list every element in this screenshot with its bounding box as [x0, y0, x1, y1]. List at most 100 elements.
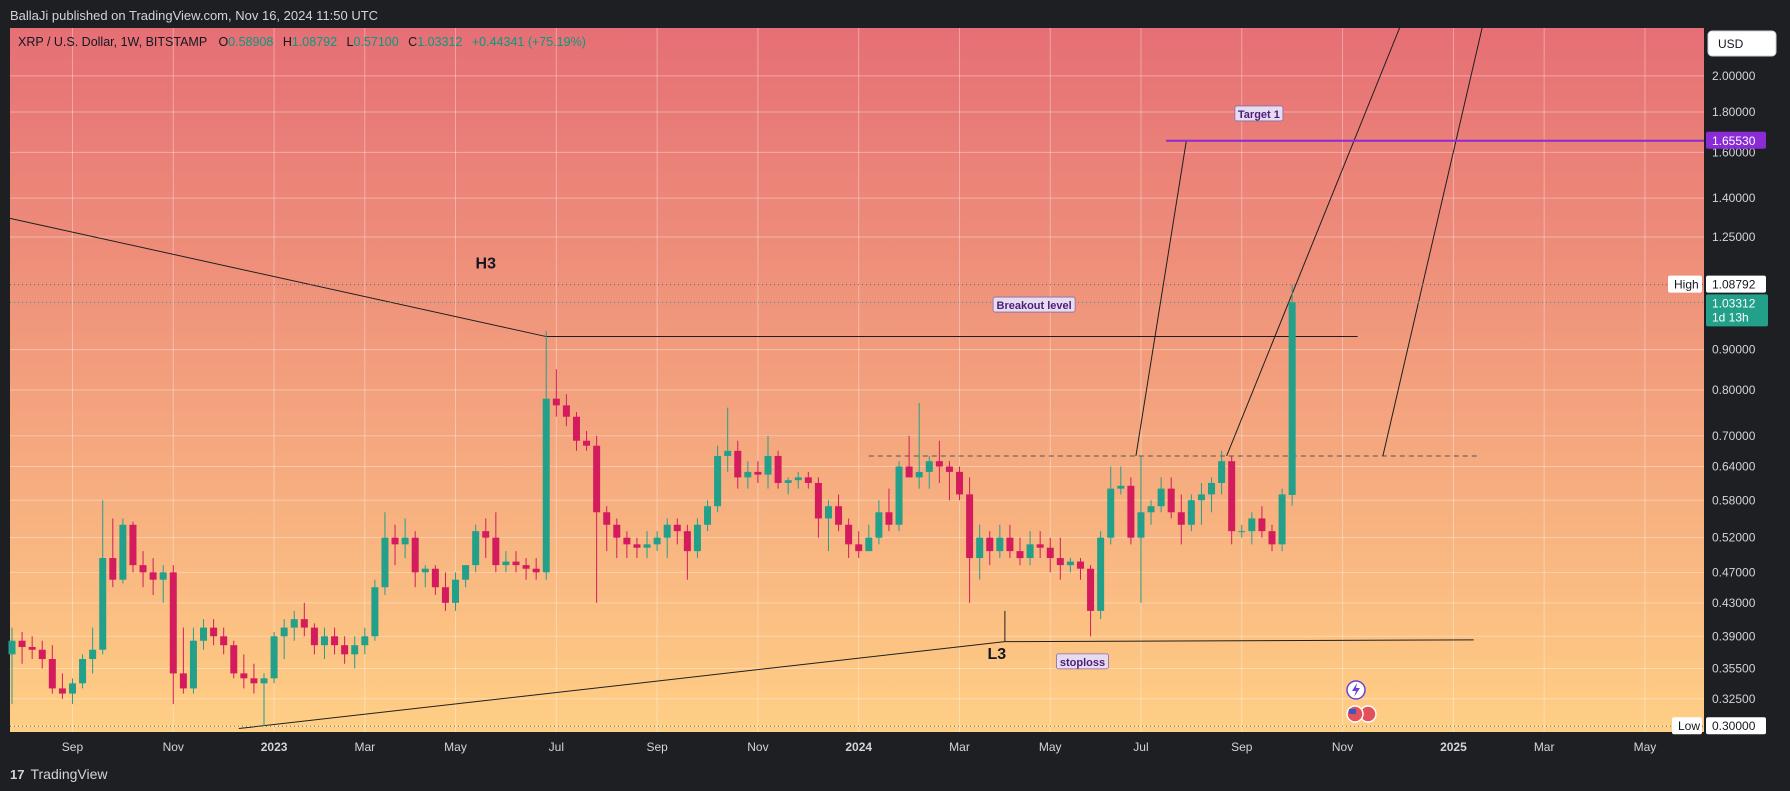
candle-body[interactable]	[401, 537, 409, 545]
candle-body[interactable]	[48, 659, 56, 689]
candle-body[interactable]	[462, 565, 470, 580]
candle-body[interactable]	[633, 544, 641, 548]
candle-body[interactable]	[1248, 518, 1256, 532]
candle-body[interactable]	[673, 524, 681, 532]
candle-body[interactable]	[38, 649, 46, 660]
candle-body[interactable]	[976, 537, 984, 559]
candle-body[interactable]	[210, 627, 218, 637]
candle-body[interactable]	[79, 659, 87, 684]
candle-body[interactable]	[905, 466, 913, 478]
candle-body[interactable]	[1238, 531, 1246, 533]
candle-body[interactable]	[1016, 551, 1024, 559]
candle-body[interactable]	[139, 565, 147, 573]
candle-body[interactable]	[603, 512, 611, 525]
candle-body[interactable]	[683, 531, 691, 552]
candle-body[interactable]	[1107, 488, 1115, 538]
price-chart[interactable]: 0.30000 0.32500 0.35500 0.39000 0.43000 0.470…	[0, 28, 1790, 760]
candle-body[interactable]	[472, 531, 480, 566]
candle-body[interactable]	[1288, 302, 1296, 495]
candle-body[interactable]	[159, 572, 167, 580]
candle-body[interactable]	[925, 461, 933, 472]
candle-body[interactable]	[1087, 568, 1095, 611]
candle-body[interactable]	[623, 537, 631, 545]
tradingview-logo[interactable]: 17 TradingView	[10, 766, 108, 782]
candle-body[interactable]	[956, 471, 964, 495]
candle-body[interactable]	[1066, 561, 1074, 566]
candle-body[interactable]	[1268, 531, 1276, 545]
candle-body[interactable]	[754, 471, 762, 475]
candle-body[interactable]	[583, 440, 591, 446]
candle-body[interactable]	[704, 506, 712, 525]
candle-body[interactable]	[774, 455, 782, 483]
candle-body[interactable]	[593, 445, 601, 513]
candle-body[interactable]	[1197, 494, 1205, 501]
candle-body[interactable]	[1218, 461, 1226, 483]
candle-body[interactable]	[1157, 488, 1165, 507]
candle-body[interactable]	[220, 636, 228, 646]
candle-body[interactable]	[784, 480, 792, 483]
candle-body[interactable]	[361, 636, 369, 646]
candle-body[interactable]	[260, 678, 268, 684]
candle-body[interactable]	[542, 398, 550, 573]
candle-body[interactable]	[1137, 512, 1145, 538]
candle-body[interactable]	[875, 512, 883, 538]
candle-body[interactable]	[1258, 518, 1266, 532]
candle-body[interactable]	[572, 416, 580, 441]
candle-body[interactable]	[18, 640, 26, 648]
candle-body[interactable]	[532, 568, 540, 573]
candle-body[interactable]	[300, 619, 308, 628]
candle-body[interactable]	[1056, 558, 1064, 566]
candle-body[interactable]	[804, 477, 812, 483]
candle-body[interactable]	[240, 673, 248, 679]
candle-body[interactable]	[1177, 512, 1185, 525]
candle-body[interactable]	[492, 537, 500, 566]
candle-body[interactable]	[552, 398, 560, 406]
candle-body[interactable]	[109, 558, 117, 580]
candle-body[interactable]	[643, 544, 651, 548]
candle-body[interactable]	[391, 537, 399, 545]
candle-body[interactable]	[99, 558, 107, 650]
candle-body[interactable]	[421, 568, 429, 573]
candle-body[interactable]	[744, 471, 752, 478]
candle-body[interactable]	[1076, 561, 1084, 569]
candle-body[interactable]	[966, 494, 974, 559]
candle-body[interactable]	[1208, 482, 1216, 495]
candle-body[interactable]	[169, 572, 177, 674]
candle-body[interactable]	[814, 482, 822, 519]
candle-body[interactable]	[351, 645, 359, 655]
candle-body[interactable]	[1097, 537, 1105, 611]
candle-body[interactable]	[865, 537, 873, 552]
candle-body[interactable]	[885, 512, 893, 525]
candle-body[interactable]	[794, 477, 802, 481]
event-icons[interactable]	[1346, 680, 1377, 723]
candle-body[interactable]	[411, 537, 419, 573]
candle-body[interactable]	[129, 524, 137, 566]
candle-body[interactable]	[653, 537, 661, 545]
candle-body[interactable]	[724, 450, 732, 456]
candle-body[interactable]	[986, 537, 994, 552]
candle-body[interactable]	[381, 537, 389, 588]
candle-body[interactable]	[512, 561, 520, 566]
candle-body[interactable]	[734, 450, 742, 478]
candle-body[interactable]	[179, 673, 187, 689]
candle-body[interactable]	[1278, 494, 1286, 545]
candle-body[interactable]	[250, 678, 258, 684]
candle-body[interactable]	[230, 645, 238, 674]
time-axis[interactable]	[0, 732, 1704, 760]
candle-body[interactable]	[371, 587, 379, 637]
candle-body[interactable]	[482, 531, 490, 538]
candle-body[interactable]	[331, 636, 339, 646]
candle-body[interactable]	[290, 619, 298, 628]
candle-body[interactable]	[1006, 537, 1014, 552]
candle-body[interactable]	[1046, 547, 1054, 559]
candle-body[interactable]	[1117, 485, 1125, 489]
candle-body[interactable]	[1228, 461, 1236, 532]
candle-body[interactable]	[835, 506, 843, 525]
candle-body[interactable]	[189, 640, 197, 689]
candle-body[interactable]	[945, 466, 953, 472]
candle-body[interactable]	[824, 506, 832, 519]
candle-body[interactable]	[68, 683, 76, 694]
candle-body[interactable]	[431, 568, 439, 588]
candle-body[interactable]	[119, 524, 127, 580]
candle-body[interactable]	[441, 587, 449, 603]
